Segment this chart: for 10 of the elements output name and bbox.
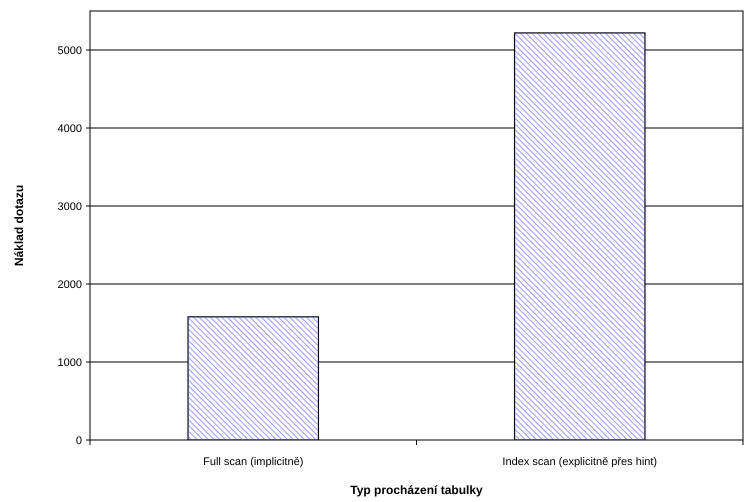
x-axis-title: Typ procházení tabulky bbox=[350, 483, 484, 497]
y-tick-label: 2000 bbox=[58, 278, 82, 291]
y-tick-label: 1000 bbox=[58, 356, 82, 369]
y-tick-label: 4000 bbox=[58, 122, 82, 135]
x-tick-label: Full scan (implicitně) bbox=[203, 456, 304, 468]
y-tick-label: 5000 bbox=[58, 44, 82, 57]
y-axis-title: Náklad dotazu bbox=[12, 184, 26, 266]
y-tick-label: 0 bbox=[76, 434, 82, 447]
x-tick-label: Index scan (explicitně přes hint) bbox=[502, 456, 658, 468]
y-tick-label: 3000 bbox=[58, 200, 82, 213]
